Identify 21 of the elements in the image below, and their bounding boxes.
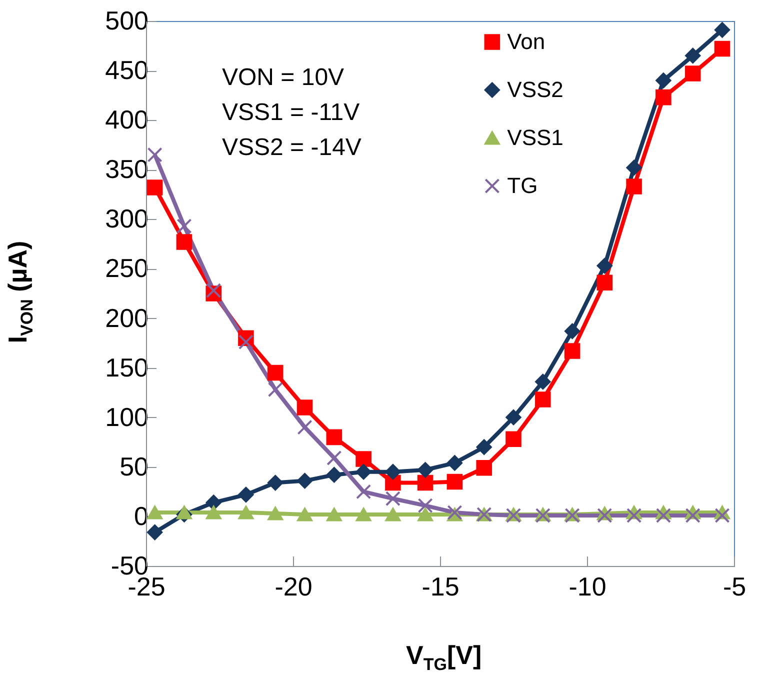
x-tick-label: -20 xyxy=(274,572,312,602)
legend-label: Von xyxy=(507,29,546,54)
legend-label: TG xyxy=(507,173,538,198)
x-tick-label: -5 xyxy=(722,572,746,602)
y-tick-label: 450 xyxy=(105,55,148,86)
y-tick-label: 150 xyxy=(105,352,148,382)
annotation: VSS1 = -11V xyxy=(222,98,361,128)
y-tick-label: 350 xyxy=(105,154,148,184)
legend-label: VSS1 xyxy=(507,125,564,150)
x-axis-title: V$_{TG}$[V] xyxy=(406,640,482,676)
y-tick-label: 400 xyxy=(105,104,148,135)
y-tick-label: 300 xyxy=(105,204,148,234)
y-tick-label: 200 xyxy=(105,302,148,333)
y-tick-label: 250 xyxy=(105,253,148,284)
annotation: VON = 10V xyxy=(222,63,346,93)
x-tick-label: -10 xyxy=(568,572,606,602)
annotation: VSS2 = -14V xyxy=(222,133,362,163)
y-tick-label: 100 xyxy=(105,402,148,432)
x-tick-label: -15 xyxy=(422,572,460,602)
y-tick-label: 500 xyxy=(105,6,148,36)
legend-label: VSS2 xyxy=(507,77,564,102)
